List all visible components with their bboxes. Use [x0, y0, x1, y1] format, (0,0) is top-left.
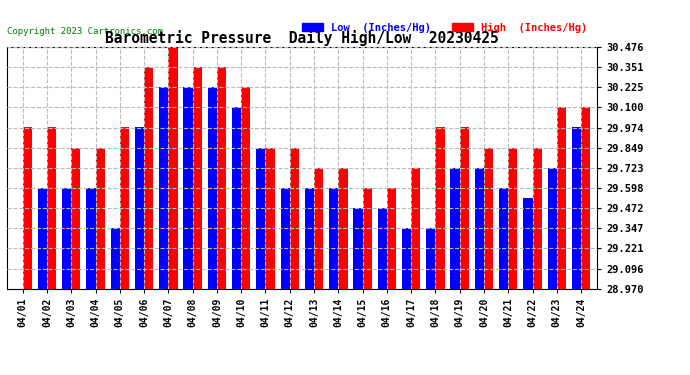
Bar — [475, 168, 484, 289]
Bar — [217, 67, 226, 289]
Bar — [377, 208, 387, 289]
Legend: Low  (Inches/Hg), High  (Inches/Hg): Low (Inches/Hg), High (Inches/Hg) — [298, 18, 591, 37]
Bar — [23, 128, 32, 289]
Bar — [499, 188, 509, 289]
Bar — [86, 188, 95, 289]
Bar — [184, 87, 193, 289]
Bar — [353, 208, 362, 289]
Bar — [548, 168, 557, 289]
Bar — [484, 148, 493, 289]
Bar — [435, 128, 444, 289]
Bar — [266, 148, 275, 289]
Bar — [71, 148, 81, 289]
Bar — [144, 67, 153, 289]
Bar — [62, 188, 71, 289]
Bar — [460, 128, 469, 289]
Bar — [159, 87, 168, 289]
Bar — [290, 148, 299, 289]
Bar — [135, 128, 144, 289]
Bar — [509, 148, 518, 289]
Bar — [451, 168, 460, 289]
Bar — [314, 168, 323, 289]
Bar — [208, 87, 217, 289]
Bar — [232, 107, 241, 289]
Bar — [387, 188, 396, 289]
Bar — [338, 168, 348, 289]
Bar — [329, 188, 338, 289]
Bar — [38, 188, 47, 289]
Bar — [581, 107, 591, 289]
Bar — [256, 148, 266, 289]
Bar — [47, 128, 56, 289]
Bar — [557, 107, 566, 289]
Bar — [523, 198, 533, 289]
Title: Barometric Pressure  Daily High/Low  20230425: Barometric Pressure Daily High/Low 20230… — [105, 30, 499, 46]
Bar — [362, 188, 372, 289]
Bar — [120, 128, 129, 289]
Bar — [281, 188, 290, 289]
Bar — [110, 228, 120, 289]
Bar — [572, 128, 581, 289]
Bar — [305, 188, 314, 289]
Bar — [426, 228, 435, 289]
Bar — [168, 47, 177, 289]
Bar — [402, 228, 411, 289]
Bar — [411, 168, 420, 289]
Bar — [95, 148, 105, 289]
Bar — [193, 67, 202, 289]
Bar — [533, 148, 542, 289]
Text: Copyright 2023 Cartronics.com: Copyright 2023 Cartronics.com — [7, 27, 163, 36]
Bar — [241, 87, 250, 289]
